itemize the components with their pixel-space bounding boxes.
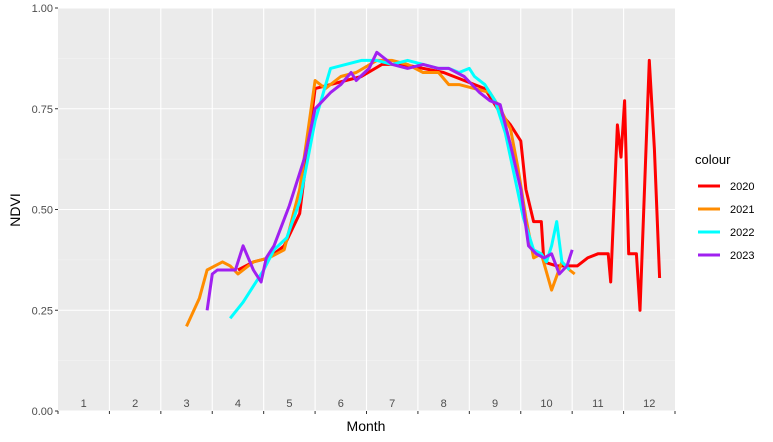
legend-label-2020: 2020: [730, 181, 754, 193]
y-tick-label: 0.75: [32, 104, 53, 116]
series-lines: [185, 50, 662, 328]
x-axis-title: Month: [347, 418, 386, 434]
legend-label-2023: 2023: [730, 250, 754, 262]
legend: colour 2020 2021 2022 2023: [695, 152, 754, 262]
y-tick-label: 1.00: [32, 3, 53, 15]
x-tick-label: 12: [643, 398, 655, 410]
x-tick-label: 1: [81, 398, 87, 410]
axes: 0.000.250.500.751.001 2 3 4 5 6 7 8 9 10 11 12: [32, 3, 676, 418]
x-tick-label: 7: [389, 398, 395, 410]
y-tick-label: 0.50: [32, 205, 53, 217]
legend-label-2021: 2021: [730, 204, 754, 216]
legend-label-2022: 2022: [730, 227, 754, 239]
x-tick-label: 4: [235, 398, 241, 410]
x-tick-label: 6: [338, 398, 344, 410]
y-axis-title: NDVI: [7, 193, 23, 226]
series-line-2023: [205, 50, 574, 311]
x-tick-label: 8: [441, 398, 447, 410]
x-tick-label: 11: [592, 398, 603, 410]
y-tick-label: 0.25: [32, 305, 53, 317]
x-tick-label: 2: [132, 398, 138, 410]
legend-title: colour: [695, 152, 731, 167]
x-tick-label: 10: [540, 398, 552, 410]
y-tick-label: 0.00: [32, 406, 53, 418]
grid-lines: [58, 7, 675, 412]
x-tick-label: 9: [492, 398, 498, 410]
x-tick-label: 3: [183, 398, 189, 410]
x-tick-label: 5: [286, 398, 292, 410]
